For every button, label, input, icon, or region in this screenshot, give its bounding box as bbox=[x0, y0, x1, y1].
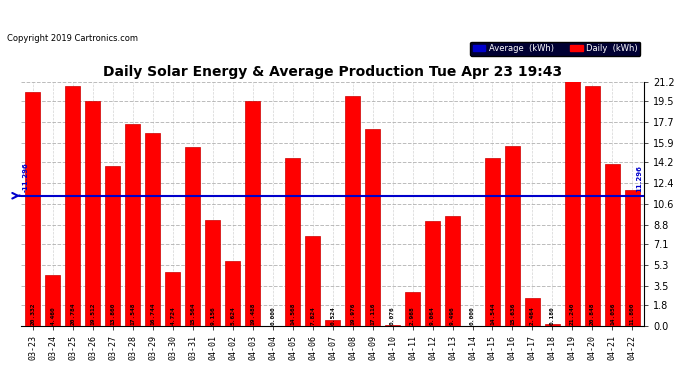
Bar bbox=[146, 133, 160, 326]
Text: 11.800: 11.800 bbox=[630, 303, 635, 326]
Text: 19.488: 19.488 bbox=[250, 303, 255, 326]
Bar bbox=[385, 325, 400, 326]
Text: 13.860: 13.860 bbox=[110, 303, 115, 326]
Text: Copyright 2019 Cartronics.com: Copyright 2019 Cartronics.com bbox=[7, 34, 138, 43]
Bar bbox=[166, 272, 180, 326]
Text: 2.968: 2.968 bbox=[410, 307, 415, 326]
Text: 17.548: 17.548 bbox=[130, 303, 135, 326]
Bar bbox=[46, 274, 61, 326]
Bar bbox=[485, 158, 500, 326]
Text: 11.296: 11.296 bbox=[636, 165, 642, 192]
Bar bbox=[605, 164, 620, 326]
Text: 4.460: 4.460 bbox=[50, 307, 55, 326]
Bar bbox=[245, 101, 260, 326]
Text: 15.564: 15.564 bbox=[190, 303, 195, 326]
Bar bbox=[206, 220, 220, 326]
Bar bbox=[565, 81, 580, 326]
Text: 20.784: 20.784 bbox=[70, 303, 75, 326]
Text: 17.116: 17.116 bbox=[370, 303, 375, 326]
Text: 7.824: 7.824 bbox=[310, 307, 315, 326]
Bar bbox=[445, 216, 460, 326]
Text: 20.332: 20.332 bbox=[30, 303, 35, 326]
Text: 14.568: 14.568 bbox=[290, 303, 295, 326]
Text: 15.636: 15.636 bbox=[510, 303, 515, 326]
Bar bbox=[345, 96, 360, 326]
Text: 9.064: 9.064 bbox=[430, 307, 435, 326]
Legend: Average  (kWh), Daily  (kWh): Average (kWh), Daily (kWh) bbox=[470, 42, 640, 56]
Text: 14.544: 14.544 bbox=[490, 303, 495, 326]
Bar bbox=[66, 86, 81, 326]
Bar bbox=[126, 124, 140, 326]
Bar bbox=[405, 292, 420, 326]
Text: 20.848: 20.848 bbox=[590, 303, 595, 326]
Text: 0.180: 0.180 bbox=[550, 307, 555, 326]
Text: 14.056: 14.056 bbox=[610, 303, 615, 326]
Text: 9.496: 9.496 bbox=[450, 307, 455, 326]
Title: Daily Solar Energy & Average Production Tue Apr 23 19:43: Daily Solar Energy & Average Production … bbox=[103, 65, 562, 79]
Text: 19.512: 19.512 bbox=[90, 303, 95, 326]
Bar bbox=[106, 166, 120, 326]
Text: 4.724: 4.724 bbox=[170, 307, 175, 326]
Bar bbox=[26, 92, 41, 326]
Text: 0.076: 0.076 bbox=[390, 307, 395, 326]
Bar bbox=[186, 147, 200, 326]
Text: 19.976: 19.976 bbox=[350, 303, 355, 326]
Text: 9.156: 9.156 bbox=[210, 307, 215, 326]
Text: 0.000: 0.000 bbox=[470, 307, 475, 326]
Bar bbox=[525, 298, 540, 326]
Text: 2.464: 2.464 bbox=[530, 307, 535, 326]
Bar bbox=[425, 222, 440, 326]
Text: 5.624: 5.624 bbox=[230, 307, 235, 326]
Bar bbox=[225, 261, 240, 326]
Text: -11.296: -11.296 bbox=[23, 162, 29, 192]
Bar bbox=[505, 146, 520, 326]
Bar bbox=[285, 158, 300, 326]
Bar bbox=[625, 190, 640, 326]
Bar bbox=[545, 324, 560, 326]
Bar bbox=[305, 236, 320, 326]
Text: 0.000: 0.000 bbox=[270, 307, 275, 326]
Text: 16.744: 16.744 bbox=[150, 303, 155, 326]
Bar bbox=[365, 129, 380, 326]
Text: 21.240: 21.240 bbox=[570, 303, 575, 326]
Bar bbox=[86, 101, 100, 326]
Bar bbox=[585, 86, 600, 326]
Text: 0.524: 0.524 bbox=[330, 307, 335, 326]
Bar bbox=[325, 320, 340, 326]
